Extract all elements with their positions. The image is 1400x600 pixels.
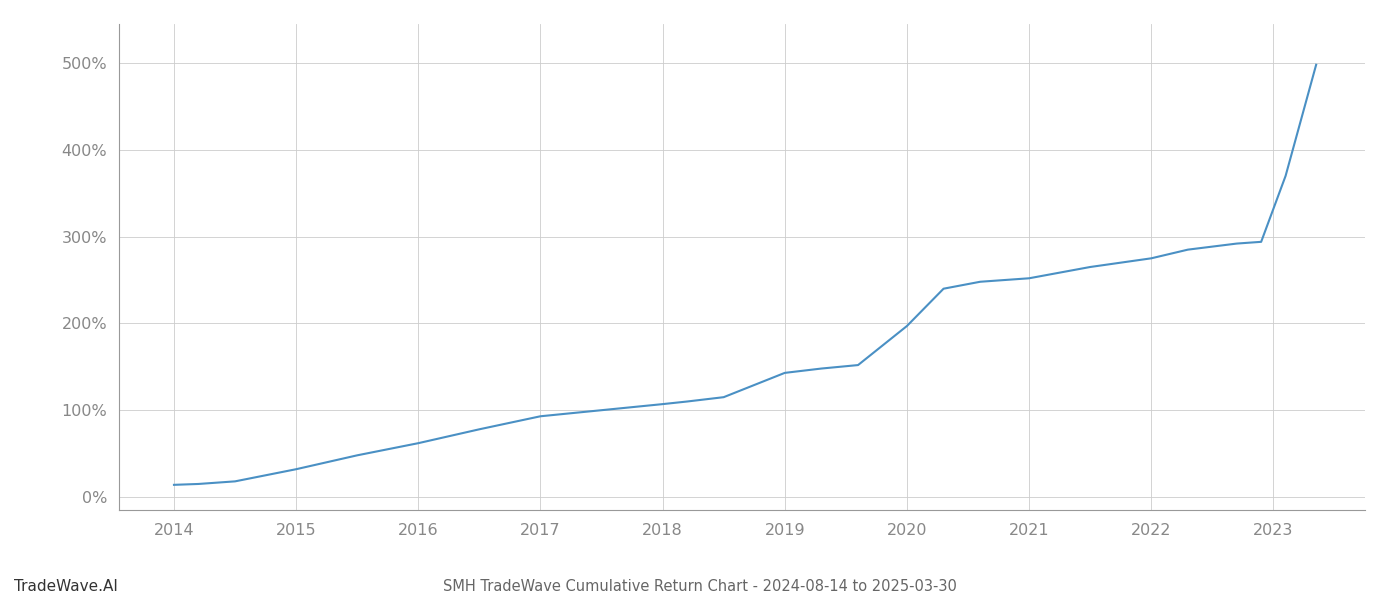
Text: TradeWave.AI: TradeWave.AI (14, 579, 118, 594)
Text: SMH TradeWave Cumulative Return Chart - 2024-08-14 to 2025-03-30: SMH TradeWave Cumulative Return Chart - … (442, 579, 958, 594)
